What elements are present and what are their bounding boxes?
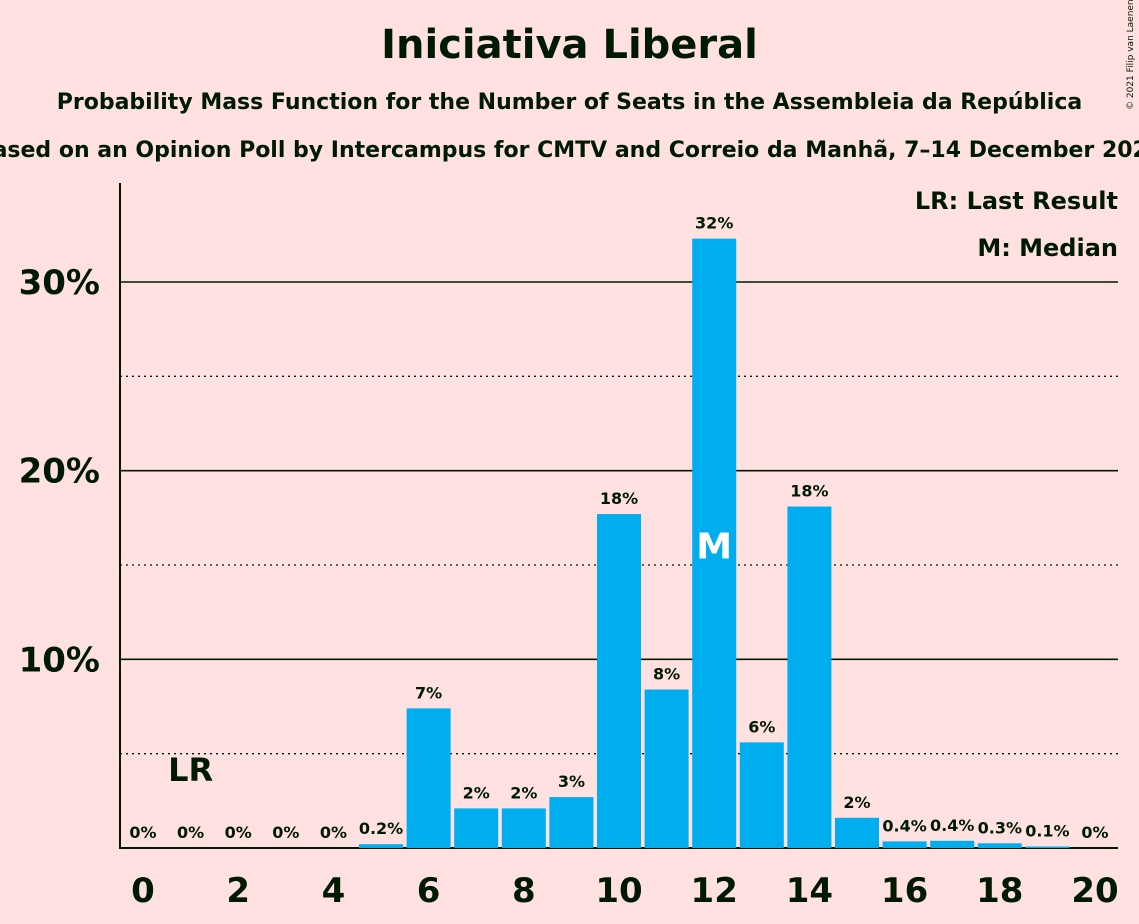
x-tick-label: 18 [976, 871, 1023, 911]
data-label: 2% [463, 783, 490, 802]
data-label: 0% [272, 823, 299, 842]
data-label: 0.4% [882, 816, 926, 835]
bar-seat-5 [359, 844, 403, 848]
bar-seat-19 [1025, 846, 1070, 848]
data-label: 0.3% [978, 818, 1022, 837]
x-tick-label: 6 [417, 871, 441, 911]
data-label: 6% [748, 717, 775, 736]
x-tick-label: 16 [881, 871, 928, 911]
data-label: 0.2% [359, 819, 403, 838]
bar-seat-12 [692, 238, 737, 848]
data-label: 0.1% [1025, 821, 1069, 840]
data-label: 7% [415, 683, 442, 702]
bar-seat-11 [644, 689, 689, 848]
data-label: 0% [225, 823, 252, 842]
x-tick-label: 0 [131, 871, 155, 911]
x-tick-label: 10 [595, 871, 642, 911]
legend-item: LR: Last Result [915, 187, 1118, 215]
data-label: 0% [177, 823, 204, 842]
bar-seat-13 [739, 742, 784, 848]
legend-item: M: Median [977, 234, 1118, 262]
data-label: 18% [600, 489, 638, 508]
data-label: 3% [558, 772, 585, 791]
chart-title: Iniciativa Liberal [381, 22, 758, 68]
data-label: 0.4% [930, 816, 974, 835]
data-label: 18% [790, 482, 828, 501]
chart-subtitle: Probability Mass Function for the Number… [56, 90, 1083, 115]
data-label: 8% [653, 665, 680, 684]
last-result-marker: LR [168, 751, 213, 789]
data-label: 0% [320, 823, 347, 842]
x-tick-label: 20 [1071, 871, 1118, 911]
bar-seat-17 [930, 840, 975, 848]
x-tick-label: 12 [691, 871, 738, 911]
data-label: 32% [695, 214, 733, 233]
bar-seat-9 [549, 797, 594, 848]
bar-seat-18 [977, 843, 1022, 848]
bar-seat-6 [406, 708, 451, 848]
bar-seat-7 [454, 808, 499, 848]
bar-seat-8 [501, 808, 546, 848]
data-label: 0% [1081, 823, 1108, 842]
x-tick-label: 4 [322, 871, 346, 911]
bar-seat-15 [835, 817, 879, 848]
y-tick-label: 30% [19, 263, 100, 303]
data-label: 0% [129, 823, 156, 842]
chart-subtitle-source: Based on an Opinion Poll by Intercampus … [0, 138, 1139, 163]
bar-seat-14 [787, 506, 832, 848]
data-label: 2% [843, 793, 870, 812]
bar-seat-10 [597, 514, 641, 848]
bar-seat-16 [882, 841, 927, 848]
y-tick-label: 10% [19, 640, 100, 680]
y-tick-label: 20% [19, 452, 100, 492]
median-marker: M [696, 527, 732, 568]
x-tick-label: 8 [512, 871, 536, 911]
x-tick-label: 2 [226, 871, 250, 911]
data-label: 2% [510, 783, 537, 802]
x-tick-label: 14 [786, 871, 833, 911]
